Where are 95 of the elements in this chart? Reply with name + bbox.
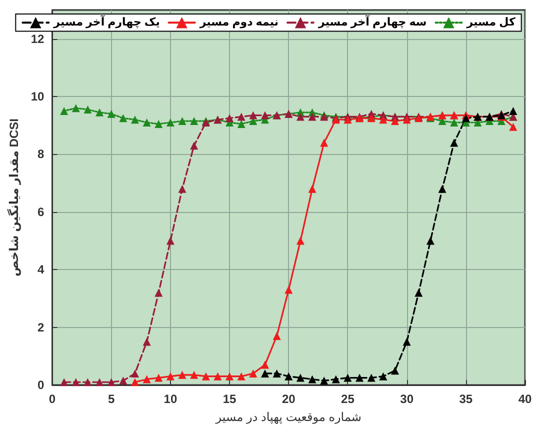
- x-axis-title: شماره موقعیت پهپاد در مسیر: [214, 410, 362, 424]
- point: [142, 375, 151, 384]
- point: [344, 116, 352, 124]
- point: [414, 288, 423, 297]
- point: [60, 378, 68, 386]
- point: [72, 378, 80, 386]
- point: [237, 120, 246, 128]
- point: [178, 184, 186, 193]
- point: [296, 112, 304, 121]
- point: [190, 117, 198, 126]
- point: [367, 374, 376, 382]
- point: [379, 372, 388, 380]
- point: [142, 118, 151, 126]
- x-tick-label: 5: [108, 392, 115, 406]
- x-tick-label: 10: [164, 392, 178, 406]
- point: [450, 118, 458, 126]
- point: [154, 374, 163, 382]
- point: [237, 112, 246, 121]
- point: [190, 370, 198, 379]
- y-tick-label: 0: [38, 378, 45, 392]
- point: [260, 111, 269, 120]
- point: [308, 112, 316, 121]
- point: [379, 116, 388, 124]
- point: [166, 236, 174, 245]
- point: [202, 372, 210, 380]
- point: [214, 372, 222, 380]
- point: [390, 117, 399, 126]
- point: [249, 111, 258, 120]
- x-tick-label: 40: [518, 392, 532, 406]
- point: [509, 122, 518, 131]
- point: [166, 372, 174, 380]
- point: [390, 366, 399, 375]
- legend-label: یک چهارم آخر مسیر: [52, 14, 160, 29]
- point: [356, 374, 364, 382]
- point: [237, 372, 246, 380]
- point: [426, 236, 434, 245]
- point: [190, 142, 198, 150]
- point: [402, 338, 411, 346]
- point: [260, 360, 269, 369]
- point: [284, 286, 293, 294]
- point: [84, 106, 92, 114]
- point: [509, 106, 518, 115]
- point: [178, 117, 186, 126]
- point: [296, 236, 304, 245]
- point: [130, 378, 139, 386]
- point: [178, 370, 186, 379]
- point: [402, 116, 411, 124]
- x-tick-label: 35: [459, 392, 473, 406]
- x-tick-label: 0: [48, 392, 56, 406]
- y-tick-label: 12: [30, 32, 45, 46]
- point: [107, 110, 116, 118]
- x-tick-label: 30: [400, 392, 414, 406]
- point: [344, 374, 352, 382]
- point: [166, 118, 174, 126]
- point: [226, 114, 234, 122]
- point: [272, 332, 281, 340]
- y-tick-label: 6: [38, 204, 45, 219]
- point: [226, 372, 234, 380]
- point: [119, 376, 128, 385]
- point: [72, 104, 80, 112]
- point: [320, 376, 328, 385]
- x-tick-label: 15: [222, 392, 237, 406]
- point: [296, 374, 304, 382]
- point: [260, 369, 269, 378]
- x-tick-label: 25: [341, 392, 355, 406]
- point: [154, 120, 163, 128]
- point: [284, 372, 293, 380]
- point: [249, 369, 258, 378]
- point: [142, 338, 151, 346]
- y-tick-label: 4: [38, 262, 45, 277]
- point: [438, 184, 446, 193]
- point: [84, 378, 92, 386]
- point: [119, 114, 128, 122]
- legend-label: کل مسیر: [466, 16, 516, 29]
- y-tick-label: 8: [38, 147, 45, 162]
- point: [308, 375, 316, 384]
- y-tick-label: 2: [38, 320, 45, 334]
- point: [107, 378, 116, 386]
- legend-label: سه چهارم آخر مسیر: [317, 14, 427, 29]
- point: [308, 184, 316, 193]
- point: [332, 375, 340, 384]
- legend-label: نیمه دوم مسیر: [198, 16, 278, 29]
- point: [60, 106, 68, 115]
- point: [272, 369, 281, 378]
- y-tick-label: 10: [30, 90, 45, 104]
- point: [320, 138, 328, 147]
- point: [96, 378, 104, 386]
- y-axis-title: مقدار میانگین شاخص DCSI: [7, 118, 21, 277]
- point: [154, 288, 163, 297]
- x-tick-label: 20: [282, 392, 296, 406]
- point: [130, 116, 139, 124]
- point: [450, 138, 458, 147]
- point: [462, 114, 470, 122]
- point: [96, 108, 104, 116]
- point: [130, 369, 139, 378]
